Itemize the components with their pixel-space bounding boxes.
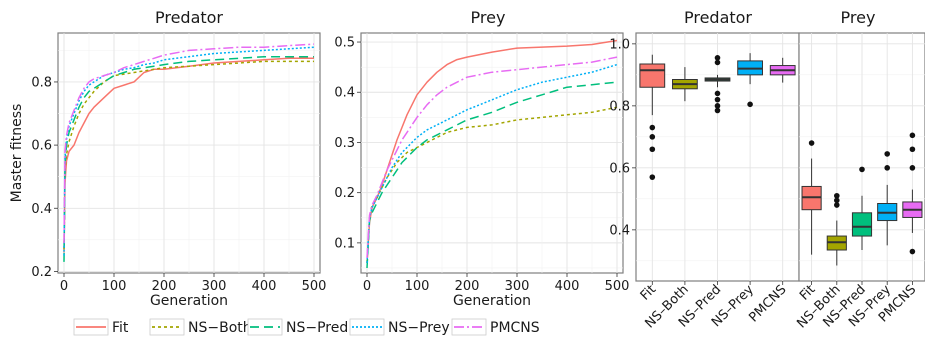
- outlier-point: [649, 134, 656, 140]
- legend-label: NS−Both: [188, 320, 252, 336]
- box-2: [672, 67, 698, 102]
- panel-box-predator: Predator 0.40.60.81.0FitNS–BothNS–PredNS…: [609, 8, 800, 331]
- box-2: [826, 192, 847, 266]
- x-tick-label: 100: [102, 279, 127, 294]
- outlier-point: [834, 197, 840, 204]
- y-tick-label: 0.8: [31, 75, 52, 90]
- x-tick-label: 500: [302, 279, 327, 294]
- box-body: [639, 63, 666, 88]
- outlier-point: [649, 146, 656, 153]
- series-line-ns-both: [63, 60, 314, 250]
- axis-ticks: 0.1 0.2 0.3 0.4 0.5 0 100 200 300 400 500: [334, 36, 629, 294]
- outlier-point: [649, 124, 656, 131]
- y-tick-label: 0.4: [31, 202, 52, 217]
- box-5: [769, 57, 796, 83]
- x-tick-label: 0: [363, 279, 371, 294]
- outlier-point: [714, 90, 721, 97]
- panel-line-predator: Predator 0.2 0.4 0.6 0.8 0 100 200 300 400 500 Ge…: [9, 8, 326, 309]
- y-tick-label: 0.2: [334, 186, 355, 201]
- outlier-point: [834, 192, 840, 199]
- box-4: [737, 53, 763, 108]
- outlier-point: [834, 202, 840, 208]
- outlier-point: [714, 59, 721, 66]
- outlier-point: [909, 132, 916, 139]
- outlier-point: [859, 166, 865, 173]
- series-line-ns-prey: [366, 63, 618, 264]
- legend-label: Fit: [112, 320, 129, 336]
- y-tick-label: 0.2: [31, 265, 52, 280]
- y-tick-label: 0.1: [334, 236, 355, 251]
- outlier-point: [909, 165, 916, 171]
- panel-title: Prey: [841, 8, 876, 27]
- outlier-point: [747, 101, 753, 108]
- box-4: [877, 151, 898, 246]
- outlier-point: [714, 107, 721, 114]
- legend-item: PMCNS: [451, 318, 540, 336]
- legend-key: [349, 318, 385, 336]
- outlier-point: [909, 146, 916, 153]
- x-tick-label: 400: [555, 279, 580, 294]
- legend-label: PMCNS: [490, 320, 540, 336]
- x-axis-title: Generation: [453, 293, 531, 309]
- series-line-pmcns: [63, 43, 315, 244]
- box-body: [851, 212, 873, 237]
- legend-label: NS−Pred: [286, 320, 348, 336]
- y-tick-label: 0.4: [334, 86, 355, 101]
- panel-line-prey: Prey 0.1 0.2 0.3 0.4 0.5 0 100 200 300 400 500 Gen…: [334, 8, 629, 309]
- legend-item: NS−Prey: [349, 318, 450, 336]
- x-tick-label: 100: [405, 279, 430, 294]
- box-group: [639, 53, 796, 180]
- box-5: [902, 132, 923, 255]
- y-tick-label: 0.6: [31, 139, 52, 154]
- y-tick-label: 0.6: [609, 161, 630, 176]
- outlier-point: [714, 55, 721, 61]
- grid-lines: [58, 33, 320, 273]
- series-line-fit: [63, 57, 314, 253]
- panel-title: Predator: [155, 8, 223, 27]
- y-tick-label: 0.4: [609, 223, 630, 238]
- series-group: [63, 43, 315, 262]
- box-3: [704, 55, 731, 114]
- panel-title: Prey: [471, 8, 506, 27]
- outlier-point: [909, 248, 916, 255]
- x-axis-title: Generation: [150, 293, 228, 309]
- outlier-point: [884, 151, 890, 157]
- y-axis-title: Master fitness: [9, 104, 25, 203]
- outlier-point: [714, 96, 721, 103]
- box-3: [851, 166, 873, 250]
- x-tick-label: 300: [505, 279, 530, 294]
- panel-title: Predator: [684, 8, 752, 27]
- x-tick-label: 500: [605, 279, 630, 294]
- legend-item: NS−Pred: [247, 318, 348, 336]
- x-tick-label: 0: [60, 279, 68, 294]
- box-1: [639, 54, 666, 180]
- legend-label: NS−Prey: [388, 320, 450, 336]
- x-tick-label: Fit: [638, 282, 659, 303]
- outlier-point: [884, 165, 890, 171]
- outlier-point: [808, 140, 815, 146]
- y-tick-label: 1.0: [609, 37, 630, 52]
- y-tick-label: 0.3: [334, 136, 355, 151]
- axis-ticks: 0.2 0.4 0.6 0.8 0 100 200 300 400 500: [31, 75, 326, 294]
- box-group: [801, 132, 923, 266]
- x-tick-label: 400: [252, 279, 277, 294]
- x-tick-label: 200: [455, 279, 480, 294]
- box-1: [801, 140, 822, 255]
- y-tick-label: 0.8: [609, 99, 630, 114]
- legend: Fit NS−Both NS−Pred NS−Prey PMCNS: [73, 318, 540, 336]
- outlier-point: [714, 103, 721, 109]
- grid-lines: [361, 33, 623, 273]
- legend-item: NS−Both: [149, 318, 252, 336]
- series-line-ns-pred: [366, 81, 618, 269]
- series-group: [366, 39, 618, 269]
- legend-item: Fit: [73, 318, 129, 336]
- outlier-point: [649, 174, 656, 180]
- x-tick-label: 200: [152, 279, 177, 294]
- series-line-ns-pred: [63, 55, 314, 262]
- y-tick-label: 0.5: [334, 36, 355, 51]
- x-tick-label: 300: [202, 279, 227, 294]
